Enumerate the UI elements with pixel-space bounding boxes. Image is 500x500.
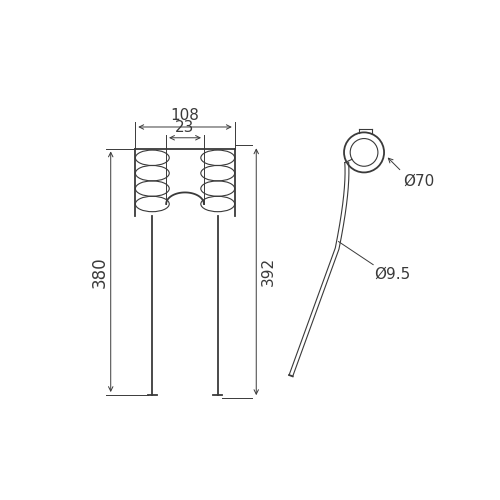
Text: Ø70: Ø70 — [404, 173, 434, 188]
Text: 392: 392 — [261, 257, 276, 286]
Text: 380: 380 — [91, 256, 109, 288]
Text: 23: 23 — [176, 120, 195, 134]
Text: 108: 108 — [170, 108, 200, 123]
Text: Ø9.5: Ø9.5 — [374, 266, 411, 281]
